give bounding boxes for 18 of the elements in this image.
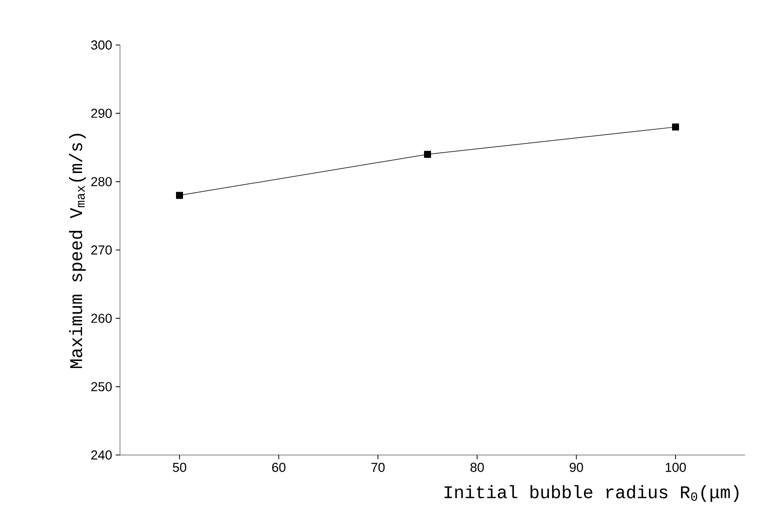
point [424,150,432,158]
y-tick-label: 270 [91,245,112,255]
y-tick-label: 290 [91,108,112,118]
x-tick-label: 90 [570,462,584,472]
y-tick-label: 260 [91,314,112,323]
point [672,124,680,130]
x-tick-label: 100 [666,462,686,472]
point [176,192,184,199]
x-tick-label: 60 [272,462,286,472]
y-tick-label: 250 [91,382,112,392]
y-tick-label: 300 [91,40,112,50]
y-tick-label: 280 [91,177,112,186]
x-tick-label: 70 [371,462,385,472]
x-axis-title: Initial bubble radius R$_{0}$(μm) [444,485,738,502]
y-tick-label: 240 [91,450,112,460]
x-tick-label: 50 [172,462,186,472]
x-tick-label: 80 [470,462,484,472]
y-axis-title: Maximum speed V$_{max}$(m/s) [69,134,86,368]
